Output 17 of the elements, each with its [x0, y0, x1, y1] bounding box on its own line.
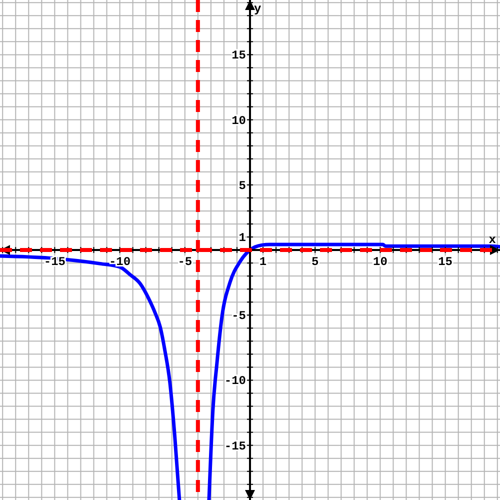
y-tick-label: 10	[232, 114, 246, 128]
y-tick-label: -10	[224, 374, 246, 388]
x-axis-title: x	[488, 233, 496, 247]
x-tick-label: -10	[108, 255, 131, 269]
x-tick-label: 1	[259, 255, 267, 269]
line-series	[0, 254, 182, 500]
y-tick-label: -5	[232, 309, 246, 324]
line-series	[207, 242, 500, 500]
x-tick-label: 15	[438, 255, 453, 269]
y-tick-label: 1	[238, 230, 246, 245]
x-tick-label: 10	[373, 255, 388, 269]
x-tick-label: -5	[178, 255, 192, 269]
y-tick-label: 5	[238, 178, 246, 193]
y-tick-label: -15	[224, 439, 246, 454]
y-axis-title: y	[254, 2, 262, 16]
y-tick-label: 15	[232, 48, 246, 63]
x-tick-label: 5	[312, 255, 319, 269]
